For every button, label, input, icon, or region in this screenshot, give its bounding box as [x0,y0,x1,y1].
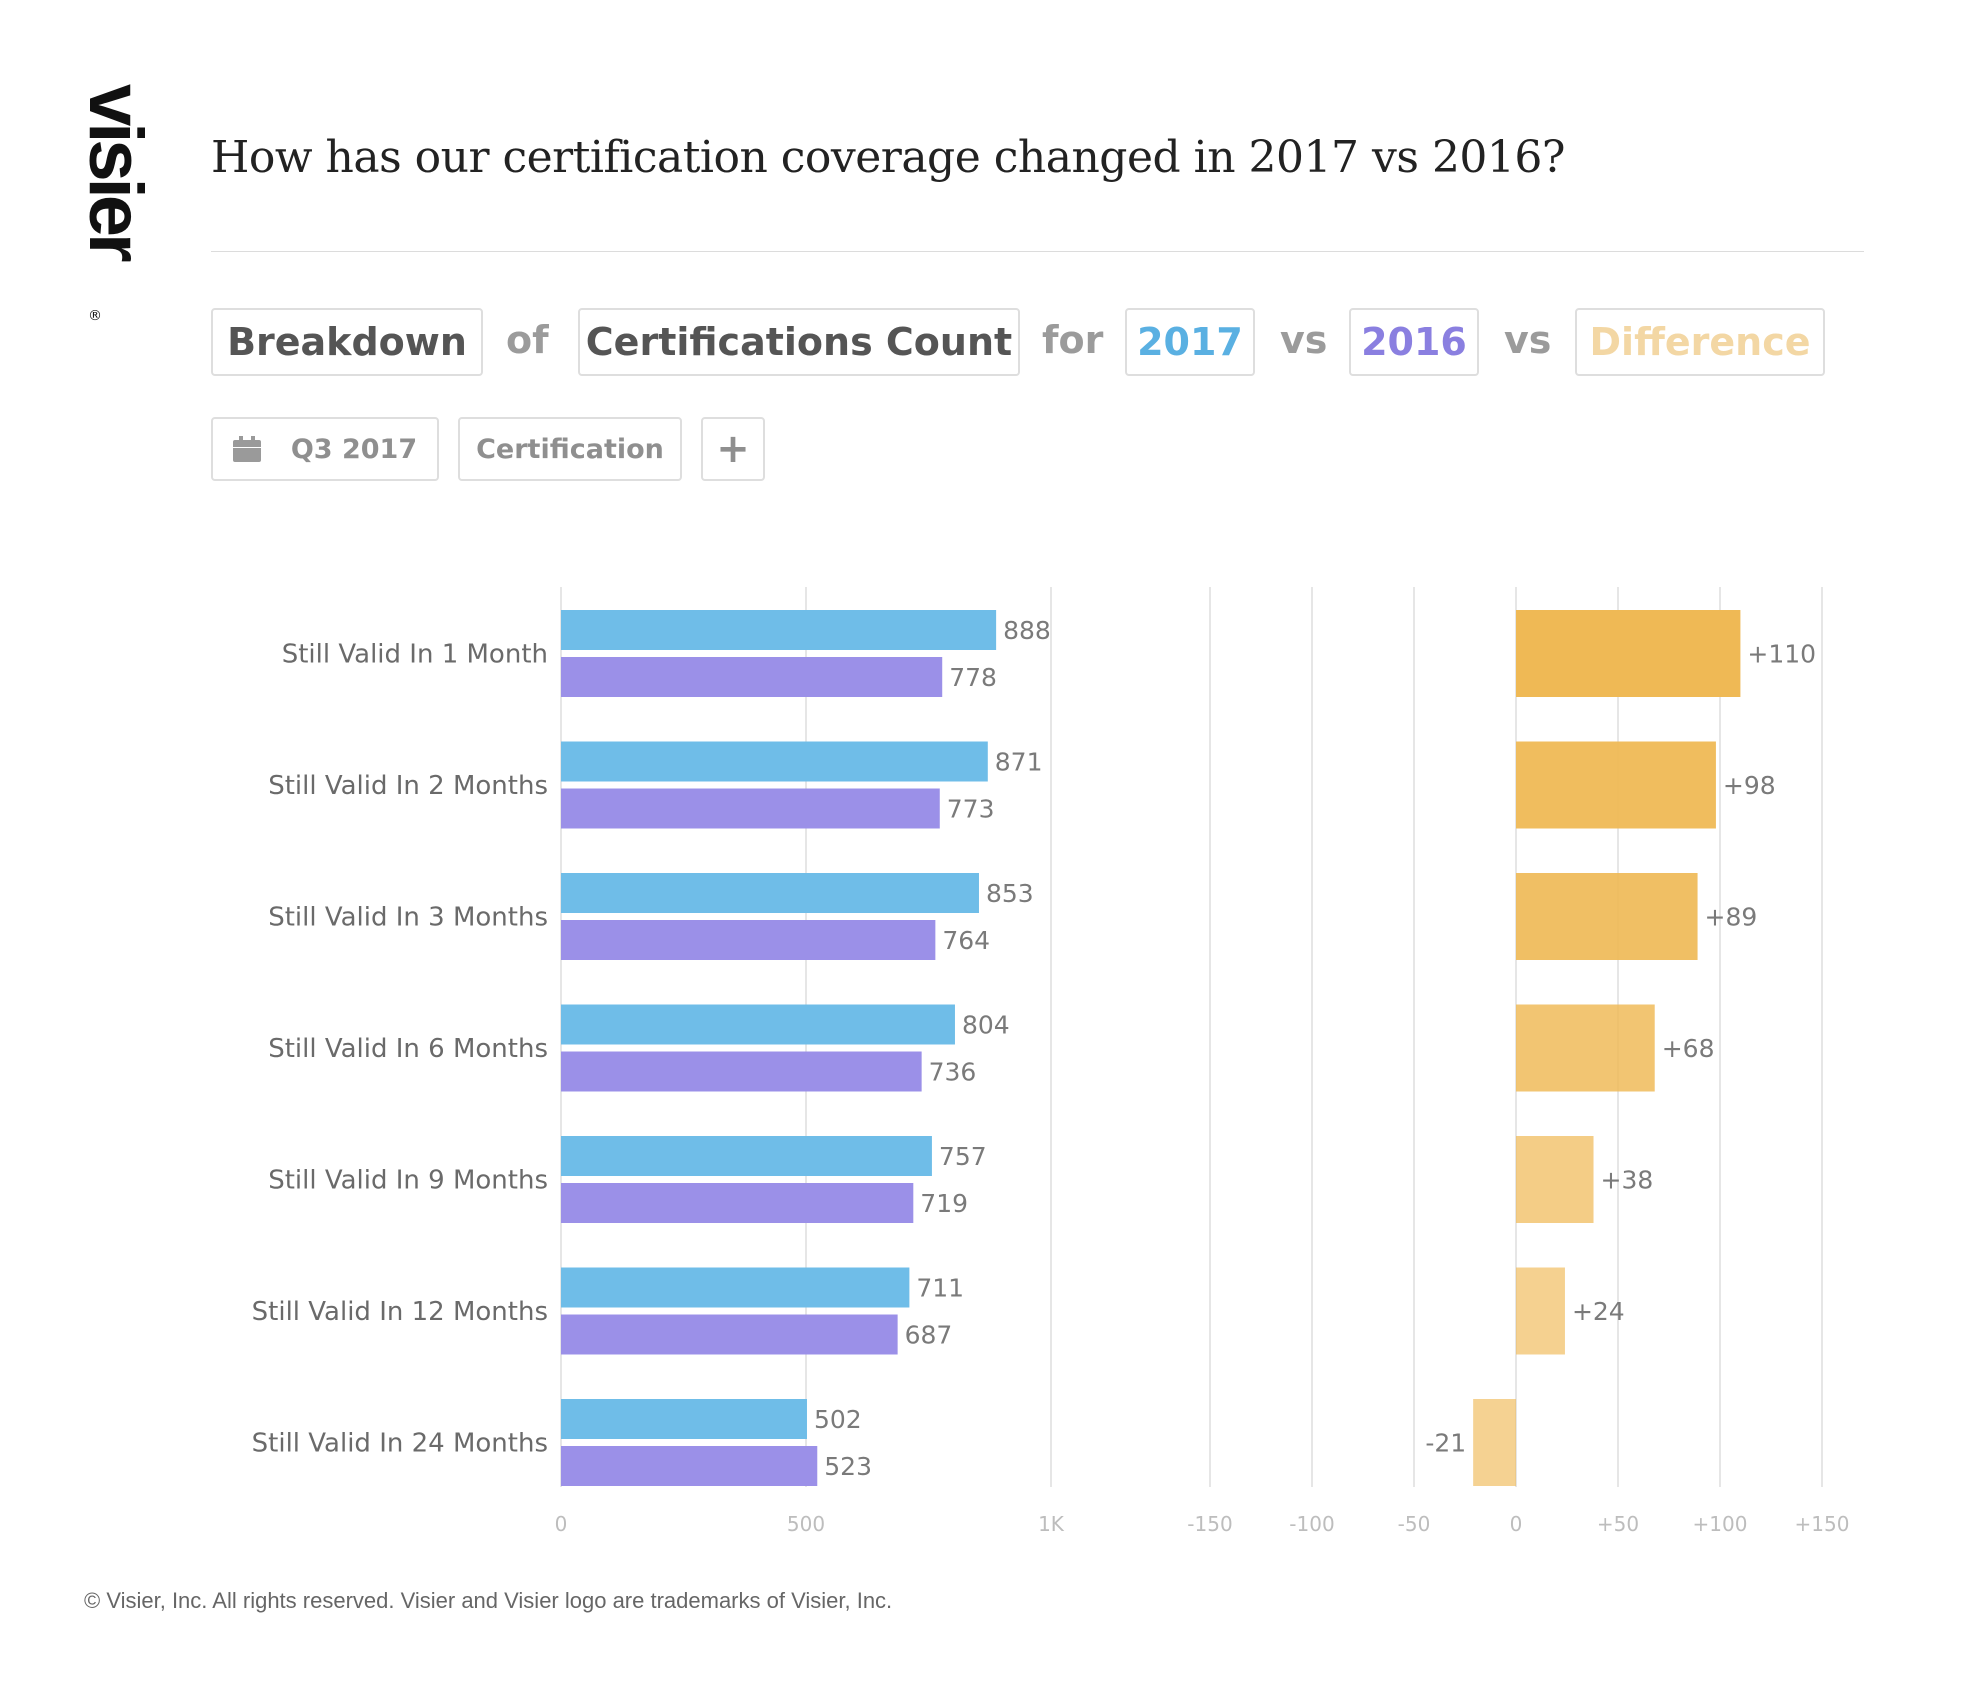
bar-2016-label: 773 [947,795,995,824]
right-x-tick-label: +100 [1693,1512,1748,1536]
bar-difference [1516,1267,1565,1355]
plus-icon: + [716,426,750,472]
bar-2016 [561,920,936,960]
right-x-tick-label: -50 [1398,1512,1431,1536]
calendar-icon [232,436,261,462]
bar-2017 [561,1399,807,1439]
difference-selector[interactable]: Difference [1575,308,1825,376]
left-x-tick-label: 500 [787,1512,825,1536]
right-x-tick-label: 0 [1510,1512,1523,1536]
bar-2017-label: 853 [986,879,1034,908]
bar-2016-label: 764 [942,926,990,955]
bar-2016-label: 719 [920,1189,968,1218]
category-label: Still Valid In 6 Months [268,1034,548,1064]
right-x-tick-label: -150 [1187,1512,1232,1536]
bar-difference-label: +98 [1723,771,1776,800]
time-period-value: Q3 2017 [290,433,418,465]
bar-2016 [561,1314,898,1355]
bar-2017 [561,1136,932,1176]
bar-2016 [561,788,940,829]
bar-2017 [561,610,997,650]
bar-difference [1516,1136,1594,1223]
category-label: Still Valid In 24 Months [252,1429,548,1459]
bar-2016-label: 523 [824,1452,872,1481]
visier-logo: visier ® [73,84,158,324]
metric-selector[interactable]: Certifications Count [578,308,1020,376]
right-x-tick-label: +50 [1597,1512,1639,1536]
category-label: Still Valid In 3 Months [268,903,548,933]
bar-2017-label: 804 [962,1011,1010,1040]
bar-difference [1473,1399,1516,1486]
bar-2016 [561,657,943,697]
bar-difference [1516,873,1698,960]
category-label: Still Valid In 1 Month [282,640,548,670]
certification-filter[interactable]: Certification [458,417,682,481]
bar-difference [1516,610,1741,697]
registered-mark: ® [88,308,102,324]
left-x-tick-label: 0 [555,1512,568,1536]
bar-difference-label: +68 [1662,1034,1715,1063]
bar-difference-label: +110 [1747,640,1816,669]
page-title: How has our certification coverage chang… [211,132,1566,183]
bar-2017-label: 888 [1003,616,1051,645]
current-period-selector[interactable]: 2017 [1125,308,1255,376]
right-x-tick-label: +150 [1795,1512,1850,1536]
bar-2016-label: 736 [929,1058,977,1087]
category-label: Still Valid In 9 Months [268,1166,548,1196]
bar-2017-label: 711 [916,1274,964,1303]
bar-difference-label: +24 [1572,1297,1625,1326]
bar-2017 [561,873,979,913]
right-x-tick-label: -100 [1289,1512,1334,1536]
bar-2016 [561,1183,914,1223]
bar-difference-label: +89 [1705,903,1758,932]
bar-2016 [561,1446,818,1486]
for-label: for [1042,318,1104,362]
bar-difference-label: +38 [1601,1166,1654,1195]
add-filter-button[interactable]: + [701,417,765,481]
title-divider [211,251,1864,252]
bar-2017-label: 502 [814,1405,862,1434]
bar-difference [1516,1004,1655,1092]
copyright-footer: © Visier, Inc. All rights reserved. Visi… [84,1588,893,1613]
time-period-filter[interactable]: Q3 2017 [211,417,439,481]
compare-period-selector[interactable]: 2016 [1349,308,1479,376]
left-x-tick-label: 1K [1038,1512,1065,1536]
category-label: Still Valid In 12 Months [252,1297,548,1327]
bar-difference [1516,741,1716,829]
bar-2016 [561,1051,922,1092]
vs-label-2: vs [1504,318,1552,362]
category-label: Still Valid In 2 Months [268,771,548,801]
bar-2016-label: 778 [949,663,997,692]
bar-difference-label: -21 [1425,1429,1466,1458]
bar-2017-label: 757 [939,1142,987,1171]
bar-2017 [561,741,988,782]
vs-label-1: vs [1280,318,1328,362]
bar-2017 [561,1004,955,1045]
of-label: of [506,318,549,362]
bar-2016-label: 687 [905,1321,953,1350]
breakdown-selector[interactable]: Breakdown [211,308,483,376]
bar-2017 [561,1267,910,1308]
bar-2017-label: 871 [995,748,1043,777]
